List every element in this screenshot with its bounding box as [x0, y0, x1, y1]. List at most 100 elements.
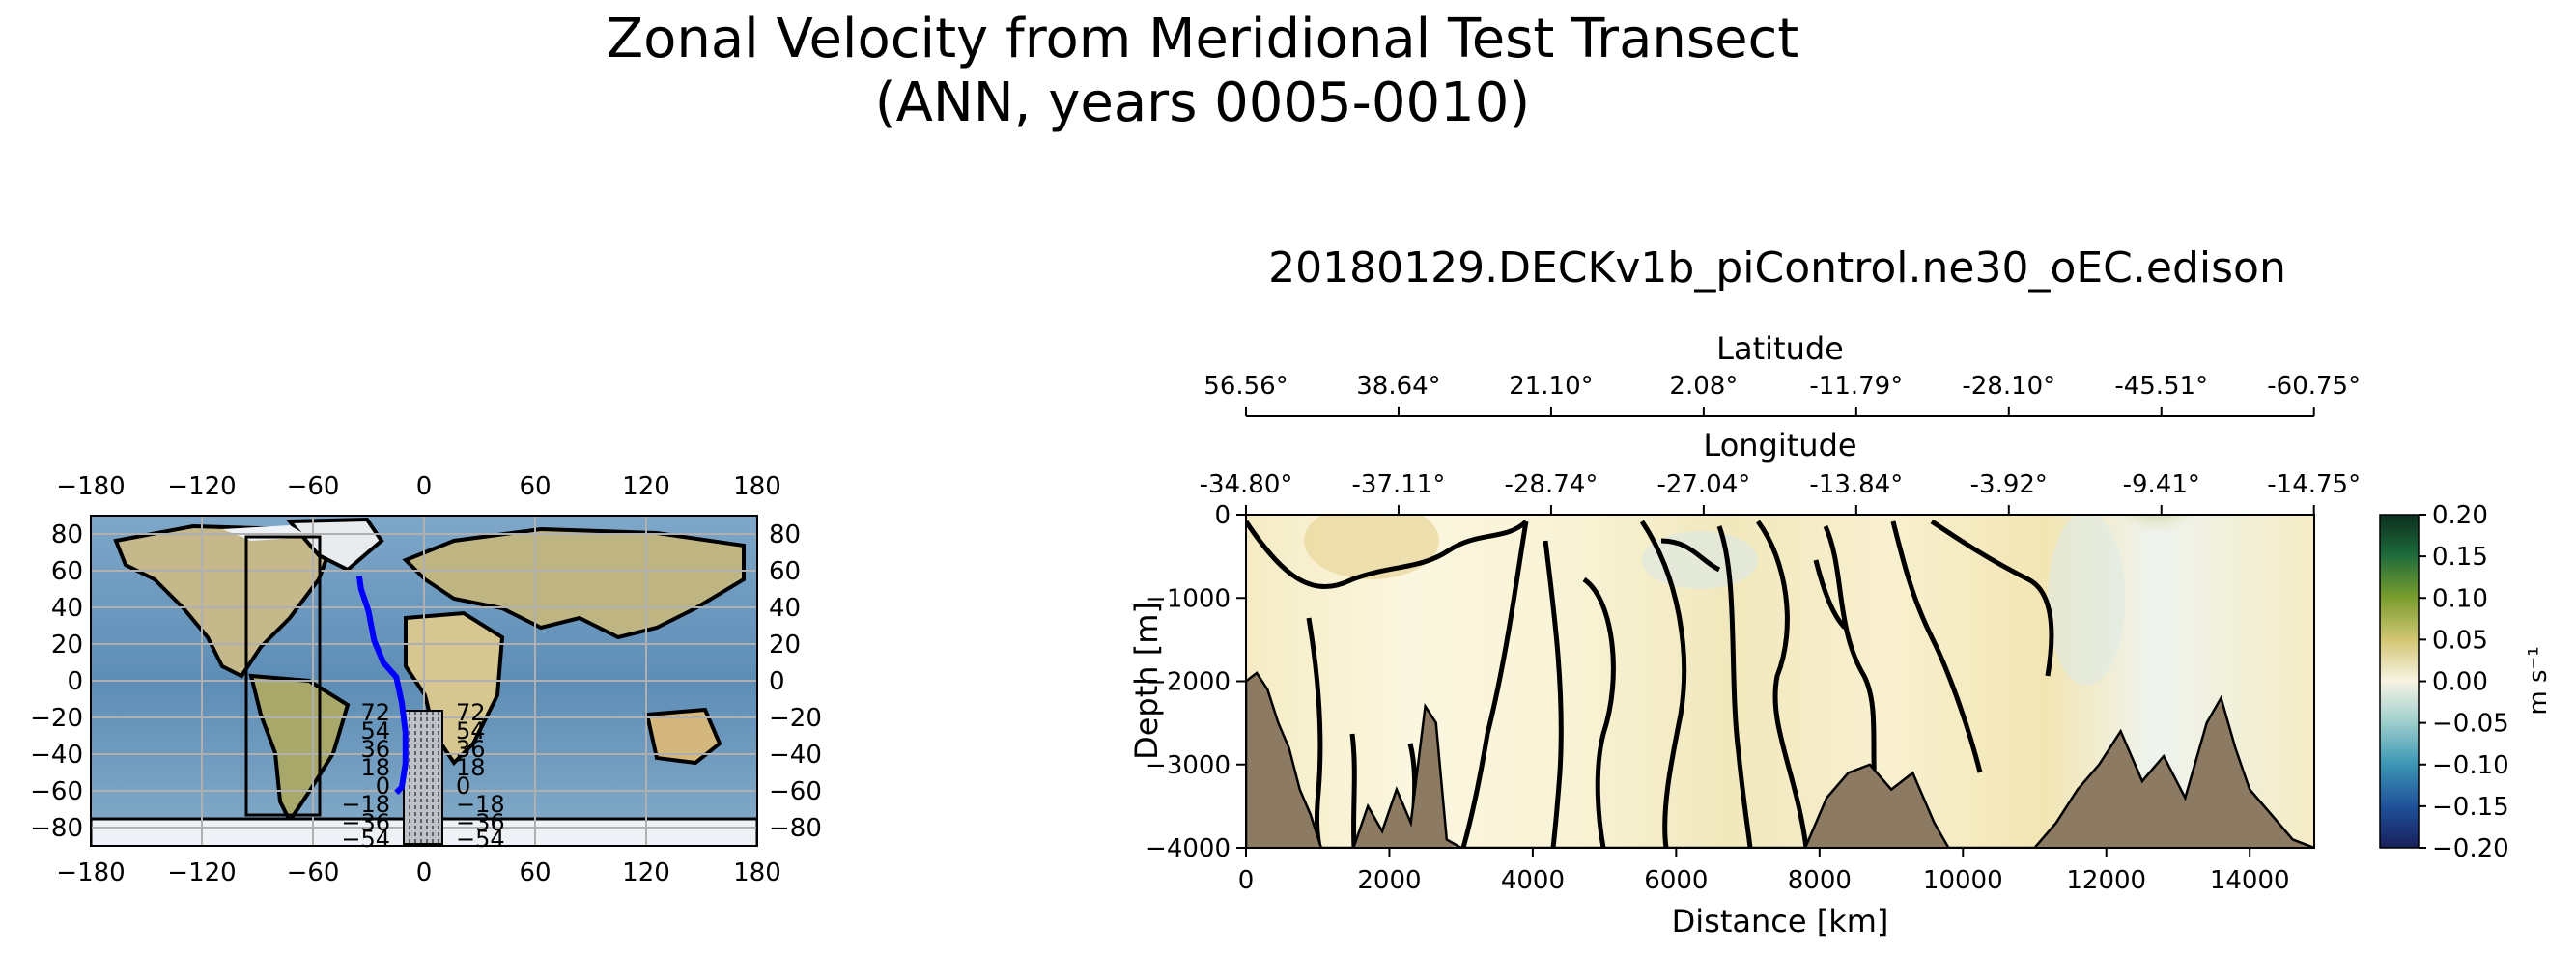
- map-ytick-left: −20: [30, 704, 83, 733]
- longitude-tick-label: -9.41°: [2123, 470, 2200, 499]
- depth-tick-label: −2000: [1146, 668, 1231, 697]
- longitude-tick-label: -34.80°: [1200, 470, 1293, 499]
- map-ytick-left: −60: [30, 777, 83, 806]
- map-xtick-top: −60: [287, 472, 340, 501]
- latitude-tick-label: 2.08°: [1669, 372, 1738, 401]
- map-xtick-bottom: −60: [287, 858, 340, 887]
- map-xtick-bottom: −180: [56, 858, 125, 887]
- inset-label-left: −18: [341, 791, 390, 818]
- map-xtick-bottom: −120: [167, 858, 236, 887]
- map-ytick-right: 60: [769, 557, 801, 586]
- colorbar-tick-label: −0.10: [2432, 751, 2509, 780]
- colorbar-tick-label: −0.20: [2432, 834, 2509, 863]
- figure-title-line1: Zonal Velocity from Meridional Test Tran…: [606, 8, 1799, 70]
- map-ytick-left: 40: [51, 594, 83, 623]
- colorbar: [2379, 514, 2420, 849]
- map-xticks: −180 −120 −60 0 60 120 180 −180 −120 −60…: [56, 472, 781, 887]
- map-yticks: 80 60 40 20 0 −20 −40 −60 −80 80 60 40 2…: [30, 520, 822, 843]
- inset-label-right: 36: [456, 736, 486, 763]
- map-panel: −180 −120 −60 0 60 120 180 −180 −120 −60…: [30, 472, 822, 887]
- map-xtick-top: 0: [416, 472, 433, 501]
- longitude-axis-label: Longitude: [1703, 427, 1856, 463]
- inset-label-right: 72: [456, 699, 486, 726]
- distance-tick-label: 12000: [2066, 866, 2146, 895]
- map-ytick-right: −80: [769, 814, 822, 843]
- map-ytick-left: −40: [30, 741, 83, 770]
- inset-label-right: −18: [456, 791, 505, 818]
- map-ytick-right: 0: [769, 667, 785, 696]
- colorbar-tick-label: 0.10: [2432, 584, 2488, 613]
- depth-tick-label: −3000: [1146, 751, 1231, 780]
- distance-axis-label: Distance [km]: [1672, 903, 1889, 940]
- inset-label-left: −54: [341, 826, 390, 853]
- colorbar-ticks: 0.20 0.15 0.10 0.05 0.00 −0.05 −0.10 −0.15 −0.20: [2419, 501, 2509, 863]
- map-inset-grid: [409, 711, 439, 844]
- inset-label-right: −36: [456, 809, 505, 836]
- depth-tick-label: −4000: [1146, 834, 1231, 863]
- depth-ticks: 0 −1000 −2000 −3000 −4000: [1146, 501, 1246, 863]
- section-title: 20180129.DECKv1b_piControl.ne30_oEC.edis…: [1268, 243, 2286, 293]
- inset-label-right: 54: [456, 717, 486, 744]
- distance-tick-label: 0: [1238, 866, 1255, 895]
- latitude-tick-label: -28.10°: [1962, 372, 2055, 401]
- map-xtick-top: −180: [56, 472, 125, 501]
- map-xtick-bottom: 180: [733, 858, 781, 887]
- map-ytick-right: 20: [769, 631, 801, 660]
- map-xtick-top: 60: [519, 472, 551, 501]
- distance-tick-label: 6000: [1644, 866, 1708, 895]
- depth-axis-label: Depth [m]: [1128, 602, 1165, 760]
- longitude-tick-label: -28.74°: [1505, 470, 1599, 499]
- inset-label-left: 18: [360, 754, 390, 781]
- map-xtick-bottom: 120: [622, 858, 670, 887]
- velocity-features: [1304, 515, 2215, 686]
- map-frame: [90, 515, 758, 847]
- inset-label-right: 18: [456, 754, 486, 781]
- colorbar-tick-label: −0.05: [2432, 710, 2509, 739]
- map-ytick-right: −40: [769, 741, 822, 770]
- map-xtick-bottom: 60: [519, 858, 551, 887]
- map-region-box: [244, 535, 322, 817]
- latitude-tick-label: -11.79°: [1809, 372, 1903, 401]
- colorbar-tick-label: 0.05: [2432, 626, 2488, 655]
- map-ytick-left: 60: [51, 557, 83, 586]
- inset-label-left: −36: [341, 809, 390, 836]
- figure-title-line2: (ANN, years 0005-0010): [874, 71, 1531, 134]
- distance-ticks: 0 2000 4000 6000 8000 10000 12000 14000: [1238, 848, 2290, 895]
- longitude-tick-label: -3.92°: [1970, 470, 2048, 499]
- inset-label-left: 54: [360, 717, 390, 744]
- longitude-ticks: -34.80° -37.11° -28.74° -27.04° -13.84° -3.92…: [1200, 470, 2361, 515]
- map-ytick-left: 20: [51, 631, 83, 660]
- inset-label-right: 0: [456, 772, 470, 800]
- figure-title: Zonal Velocity from Meridional Test Tran…: [0, 8, 2405, 135]
- bathymetry: [1246, 671, 2314, 848]
- inset-label-left: 36: [360, 736, 390, 763]
- map-inset-labels: 72 54 36 18 0 −18 −36 −54 72 54 36 18 0 …: [341, 699, 504, 853]
- latitude-tick-label: 21.10°: [1509, 372, 1593, 401]
- map-inset: [403, 710, 443, 845]
- depth-tick-label: 0: [1214, 501, 1231, 530]
- map-ytick-right: 40: [769, 594, 801, 623]
- longitude-tick-label: -13.84°: [1809, 470, 1903, 499]
- map-ytick-left: 80: [51, 520, 83, 549]
- map-xtick-top: −120: [167, 472, 236, 501]
- map-ytick-right: −60: [769, 777, 822, 806]
- depth-tick-label: −1000: [1146, 584, 1231, 613]
- transect-line: [355, 576, 409, 796]
- map-ytick-right: −20: [769, 704, 822, 733]
- inset-label-left: 72: [360, 699, 390, 726]
- colorbar-tick-label: −0.15: [2432, 793, 2509, 822]
- section-panel: Longitude -34.80° -37.11° -28.74° -27.04° -1…: [1128, 330, 2553, 940]
- colorbar-tick-label: 0.00: [2432, 668, 2488, 697]
- inset-label-left: 0: [376, 772, 390, 800]
- distance-tick-label: 8000: [1788, 866, 1852, 895]
- longitude-tick-label: -27.04°: [1656, 470, 1750, 499]
- map-xtick-bottom: 0: [416, 858, 433, 887]
- map-xtick-top: 180: [733, 472, 781, 501]
- colorbar-tick-label: 0.15: [2432, 543, 2488, 572]
- map-ytick-left: 0: [67, 667, 83, 696]
- longitude-tick-label: -14.75°: [2267, 470, 2361, 499]
- map-xtick-top: 120: [622, 472, 670, 501]
- latitude-tick-label: -45.51°: [2114, 372, 2208, 401]
- latitude-tick-label: -60.75°: [2267, 372, 2361, 401]
- latitude-tick-label: 38.64°: [1356, 372, 1440, 401]
